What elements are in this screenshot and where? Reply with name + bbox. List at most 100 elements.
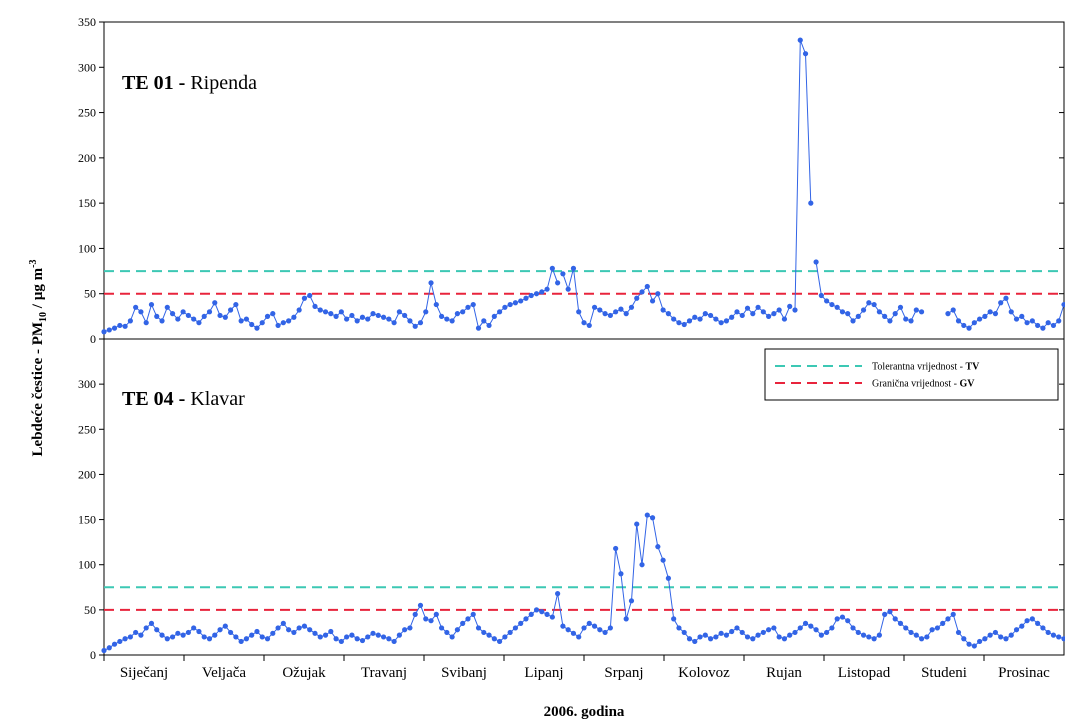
data-point bbox=[613, 309, 619, 315]
y-tick-label: 300 bbox=[78, 377, 96, 391]
data-point bbox=[750, 311, 756, 317]
data-point bbox=[955, 318, 962, 324]
data-point bbox=[344, 316, 350, 322]
month-label-1: Siječanj bbox=[120, 665, 168, 681]
data-point bbox=[718, 320, 724, 326]
data-point bbox=[133, 629, 139, 636]
data-point bbox=[824, 629, 830, 636]
data-point bbox=[1045, 629, 1051, 636]
data-point bbox=[882, 313, 888, 319]
data-point bbox=[1035, 322, 1041, 329]
data-point bbox=[549, 614, 555, 620]
data-point bbox=[866, 634, 872, 640]
data-point bbox=[291, 629, 297, 636]
data-point bbox=[544, 286, 550, 292]
data-point bbox=[122, 323, 128, 329]
data-point bbox=[460, 620, 466, 627]
data-point bbox=[1008, 309, 1014, 315]
series-line bbox=[794, 39, 812, 311]
data-point bbox=[1050, 632, 1057, 638]
data-point bbox=[713, 634, 719, 640]
data-point bbox=[613, 545, 619, 552]
data-point bbox=[792, 629, 798, 636]
data-point bbox=[697, 316, 703, 322]
y-tick-label: 300 bbox=[78, 60, 96, 74]
data-point bbox=[301, 295, 308, 301]
y-tick-label: 250 bbox=[78, 106, 96, 120]
data-point bbox=[607, 312, 613, 319]
data-point bbox=[802, 51, 809, 57]
panel-2: 0 50 100 150 200 250 300 TE 04 - Klavar bbox=[78, 338, 1065, 662]
data-point bbox=[1056, 318, 1062, 324]
data-point bbox=[729, 628, 735, 635]
data-point bbox=[317, 307, 323, 313]
data-point bbox=[676, 625, 682, 631]
data-point bbox=[533, 607, 540, 613]
data-point bbox=[660, 307, 666, 313]
data-point bbox=[892, 311, 898, 317]
data-point bbox=[686, 318, 693, 324]
data-point bbox=[707, 312, 714, 319]
data-point bbox=[639, 289, 645, 295]
data-point bbox=[1019, 313, 1025, 319]
data-point bbox=[365, 316, 371, 322]
panel-title-site: Ripenda bbox=[190, 72, 257, 94]
data-point bbox=[201, 313, 207, 319]
data-point bbox=[317, 634, 323, 640]
y-axis-title: Lebdeće čestice - PM10 / µg m-3 bbox=[28, 260, 49, 457]
data-point bbox=[380, 634, 387, 640]
data-point bbox=[908, 629, 914, 636]
legend-label-text: Granična vrijednost - bbox=[872, 379, 959, 390]
data-point bbox=[402, 312, 408, 319]
data-point bbox=[449, 634, 455, 640]
data-point bbox=[644, 512, 650, 518]
data-point bbox=[454, 627, 461, 633]
data-point bbox=[117, 322, 123, 329]
y-tick-label: 150 bbox=[78, 196, 96, 210]
data-point bbox=[707, 636, 714, 642]
data-point bbox=[834, 304, 840, 310]
data-point bbox=[497, 638, 503, 645]
data-point bbox=[322, 309, 329, 315]
data-point bbox=[955, 629, 962, 636]
data-point bbox=[528, 292, 534, 299]
panel-frame bbox=[103, 21, 1065, 340]
data-point bbox=[686, 636, 693, 642]
data-point bbox=[1013, 316, 1020, 322]
data-point bbox=[402, 627, 408, 633]
data-point bbox=[238, 638, 244, 645]
data-point bbox=[1061, 301, 1065, 308]
data-point bbox=[365, 634, 371, 640]
data-point bbox=[338, 309, 344, 315]
series-line bbox=[103, 266, 559, 333]
month-label-7: Srpanj bbox=[604, 665, 643, 681]
data-point bbox=[781, 316, 788, 322]
data-point bbox=[982, 636, 988, 642]
data-point bbox=[286, 627, 292, 633]
data-point bbox=[312, 303, 318, 309]
data-point bbox=[338, 638, 344, 645]
data-point bbox=[802, 620, 809, 627]
data-point bbox=[127, 634, 133, 640]
data-point bbox=[175, 630, 181, 636]
data-point bbox=[159, 318, 165, 324]
data-point bbox=[897, 620, 904, 627]
data-point bbox=[860, 307, 867, 313]
data-point bbox=[117, 638, 123, 645]
data-point bbox=[259, 634, 265, 640]
data-point bbox=[328, 628, 334, 635]
data-point bbox=[977, 316, 983, 322]
y-tick-label: 100 bbox=[78, 558, 96, 572]
data-point bbox=[692, 638, 698, 645]
data-point bbox=[665, 575, 671, 581]
data-point bbox=[808, 623, 814, 629]
data-point bbox=[918, 309, 925, 315]
data-point bbox=[845, 311, 851, 317]
data-point bbox=[829, 625, 835, 631]
data-point bbox=[591, 623, 598, 629]
data-point bbox=[138, 309, 144, 315]
data-point bbox=[481, 318, 487, 324]
data-point bbox=[882, 611, 888, 617]
legend-label-code: GV bbox=[959, 379, 975, 390]
data-point bbox=[739, 629, 745, 636]
